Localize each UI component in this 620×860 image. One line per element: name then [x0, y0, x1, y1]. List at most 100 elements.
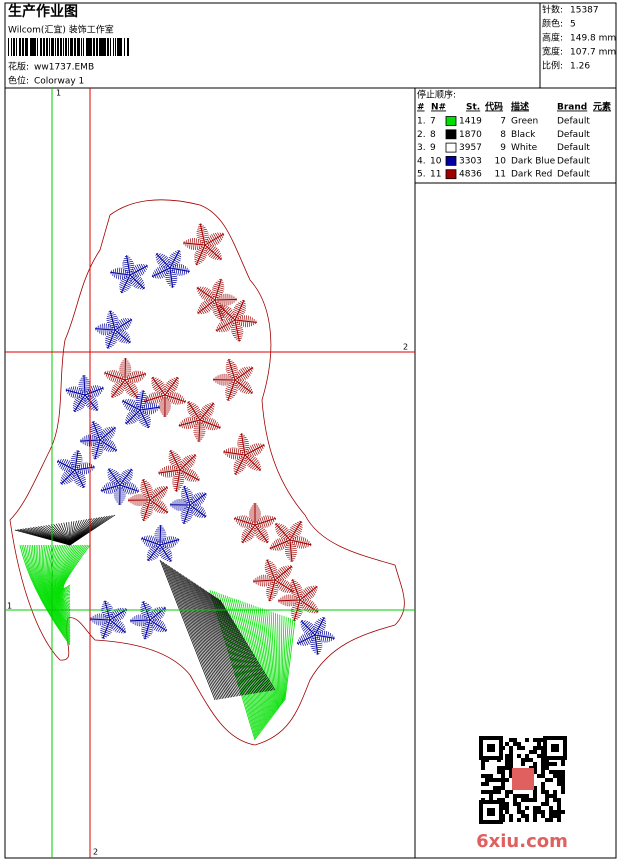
qr-cell: [561, 762, 565, 766]
stitch: [241, 383, 250, 393]
stitch: [169, 284, 176, 286]
stitch: [91, 452, 101, 457]
qr-cell: [481, 762, 485, 766]
stitch: [119, 281, 131, 288]
stitch: [265, 515, 270, 527]
stitch: [223, 450, 225, 454]
stitch: [216, 255, 222, 261]
qr-cell: [501, 770, 505, 774]
stitch: [219, 279, 223, 281]
stitch: [129, 411, 138, 421]
stitch: [226, 360, 233, 364]
stitch: [104, 439, 112, 451]
stitch: [202, 417, 207, 426]
qr-cell: [541, 782, 545, 786]
stitch: [294, 593, 303, 598]
stitch: [141, 626, 154, 631]
stitch: [140, 418, 151, 425]
stitch: [167, 281, 177, 284]
stitch: [267, 515, 272, 526]
stitch: [154, 488, 163, 499]
stitch: [316, 620, 327, 627]
stitch: [147, 395, 151, 405]
stitch: [133, 403, 138, 412]
stitch: [133, 393, 139, 398]
stitch: [198, 223, 203, 226]
stitch: [73, 473, 84, 480]
stitch: [249, 459, 259, 469]
stitch: [264, 609, 275, 715]
qr-cell: [497, 766, 501, 770]
stitch: [114, 268, 117, 278]
stitch: [199, 510, 206, 518]
stitch: [65, 470, 75, 480]
stitch: [237, 440, 249, 444]
studio: Wilcom(汇宜) 装饰工作室: [8, 24, 114, 36]
stitch: [133, 371, 138, 383]
stitch: [122, 262, 134, 266]
stitch: [142, 504, 153, 509]
stitch: [151, 378, 159, 384]
stitch: [241, 533, 251, 541]
qr-cell: [513, 794, 517, 798]
stitch: [213, 285, 225, 290]
stitch: [197, 239, 199, 250]
stitch: [169, 392, 174, 403]
stitch: [211, 420, 217, 431]
stitch: [93, 465, 95, 469]
qr-finder: [551, 744, 559, 752]
stitch: [58, 523, 71, 546]
stitch: [28, 544, 71, 638]
stitch: [303, 633, 310, 645]
stitch: [101, 605, 112, 610]
stitch: [78, 385, 91, 387]
qr-cell: [513, 802, 517, 806]
stitch: [91, 448, 103, 453]
stitch: [146, 558, 150, 562]
stitch: [78, 383, 91, 385]
stitch: [258, 519, 262, 528]
stitch: [211, 402, 215, 406]
stitch: [194, 263, 199, 266]
qr-cell: [537, 810, 541, 814]
stitch: [124, 382, 134, 390]
stitch: [165, 277, 178, 281]
qr-cell: [497, 778, 501, 782]
stitch: [153, 403, 156, 413]
stitch: [244, 602, 268, 724]
stitch: [59, 544, 78, 597]
stitch: [218, 598, 274, 691]
stitch: [162, 552, 172, 560]
stitch: [172, 483, 183, 487]
stitch: [264, 563, 275, 569]
stitch: [168, 566, 225, 699]
stitch: [32, 544, 71, 635]
bar-stripe: [19, 38, 21, 56]
stitch: [225, 362, 235, 366]
qr-cell: [533, 738, 537, 742]
stitch: [155, 620, 163, 632]
stitch: [54, 544, 71, 607]
qr-cell: [545, 818, 549, 822]
qr-cell: [545, 794, 549, 798]
stitch: [152, 392, 157, 405]
stitch: [235, 460, 247, 466]
qr-cell: [509, 774, 513, 778]
stitch: [195, 506, 203, 517]
stitch: [124, 398, 130, 408]
stitch: [140, 512, 151, 517]
stitch: [112, 611, 120, 621]
qr-cell: [517, 810, 521, 814]
stitch: [241, 451, 248, 453]
stitch: [134, 265, 142, 277]
stitch: [172, 461, 182, 467]
stitch: [37, 544, 71, 630]
qr-cell: [481, 790, 485, 794]
stitch: [313, 625, 324, 632]
qr-cell: [557, 798, 561, 802]
stitch: [255, 528, 266, 536]
stitch: [136, 395, 148, 399]
bar-stripe: [90, 38, 92, 56]
qr-cell: [537, 738, 541, 742]
stitch: [233, 470, 240, 474]
